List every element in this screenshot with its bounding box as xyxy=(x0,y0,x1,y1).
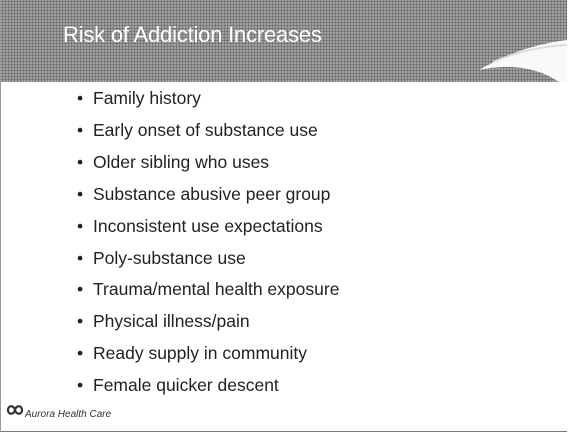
logo-icon xyxy=(6,405,24,415)
bullet-text: Inconsistent use expectations xyxy=(93,215,323,236)
logo-text: Aurora Health Care xyxy=(25,409,112,420)
bullet-text: Family history xyxy=(93,88,201,108)
bullet-dot: • xyxy=(77,88,84,108)
bullet-dot: • xyxy=(77,375,84,396)
bullet-dot: • xyxy=(77,279,84,300)
swoosh xyxy=(479,40,567,88)
bullet-text: Physical illness/pain xyxy=(93,311,250,332)
bullet-dot: • xyxy=(77,215,84,236)
bullet-dot: • xyxy=(77,311,84,332)
bullet-dot: • xyxy=(77,183,84,204)
bullet-text: Older sibling who uses xyxy=(93,151,270,172)
bullet-dot: • xyxy=(77,151,84,172)
slide-title: Risk of Addiction Increases xyxy=(63,22,322,47)
bullet-text: Trauma/mental health exposure xyxy=(93,279,340,300)
header-band xyxy=(1,0,567,82)
bullet-dot: • xyxy=(77,343,84,364)
bullet-text: Ready supply in community xyxy=(93,343,307,364)
bullet-dot: • xyxy=(77,119,84,140)
bullet-text: Poly-substance use xyxy=(93,247,246,268)
bullet-dot: • xyxy=(77,247,84,268)
bullet-text: Female quicker descent xyxy=(93,375,279,396)
bullet-text: Substance abusive peer group xyxy=(93,183,331,204)
bullet-text: Early onset of substance use xyxy=(93,119,318,140)
